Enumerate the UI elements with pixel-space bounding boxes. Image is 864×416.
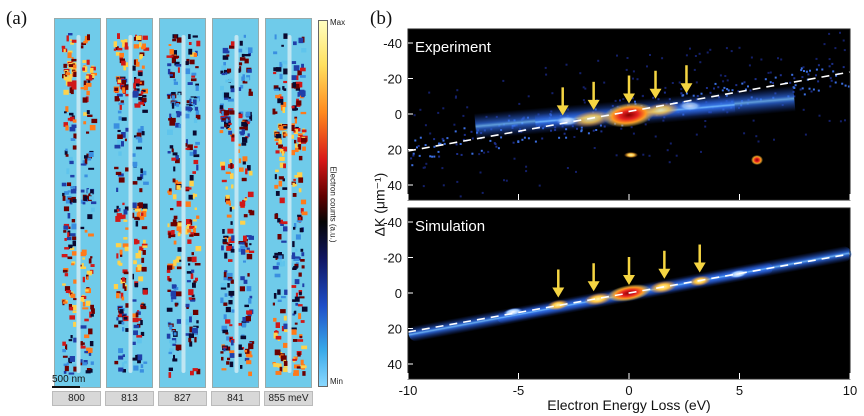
eels-map-3 [159, 18, 206, 388]
eels-map-5 [265, 18, 312, 388]
scale-bar-label: 500 nm [52, 374, 86, 385]
x-axis-label: Electron Energy Loss (eV) [547, 397, 711, 413]
colorbar [318, 20, 328, 387]
y-tick-label: 40 [388, 178, 402, 193]
x-tick-label: -10 [399, 383, 418, 398]
x-ticks: -10 -5 0 5 10 [399, 194, 857, 398]
energy-label-841: 841 [211, 391, 260, 406]
experiment-title: Experiment [415, 39, 492, 56]
energy-label-813: 813 [105, 391, 154, 406]
y-tick-label: 0 [395, 286, 402, 301]
experiment-arrow-4 [649, 70, 662, 99]
y-tick-label: -20 [383, 72, 402, 87]
colorbar-max: Max [330, 18, 346, 27]
eels-map-1 [54, 18, 101, 388]
simulation-y-ticks: -40 -20 0 20 40 [383, 215, 413, 372]
x-tick-label: 0 [625, 383, 632, 398]
eels-map-2 [106, 18, 153, 388]
x-tick-label: 5 [736, 383, 743, 398]
energy-label-855: 855 meV [264, 391, 313, 406]
simulation-arrow-3 [623, 257, 635, 285]
panel-a-label: (a) [6, 8, 28, 29]
x-tick-label: -5 [513, 383, 525, 398]
scale-bar [52, 386, 80, 388]
experiment-panel: Experiment [407, 29, 851, 200]
y-tick-label: -40 [383, 215, 402, 230]
experiment-arrow-3 [623, 75, 635, 104]
simulation-arrow-2 [587, 263, 600, 292]
colorbar-min: Min [330, 377, 343, 386]
panel-b-label: (b) [370, 8, 393, 29]
experiment-arrow-2 [587, 81, 600, 110]
colorbar-title: Electron counts (a.u.) [328, 166, 338, 243]
simulation-panel: Simulation [407, 208, 852, 379]
y-tick-label: -20 [383, 251, 402, 266]
y-tick-label: 0 [395, 107, 402, 122]
y-tick-label: 20 [388, 143, 402, 158]
y-axis-label: ΔK (μm⁻¹) [371, 172, 388, 237]
experiment-arrow-1 [556, 87, 569, 116]
y-tick-label: 20 [388, 322, 402, 337]
energy-label-800: 800 [52, 391, 101, 406]
simulation-arrow-4 [658, 250, 671, 279]
simulation-dispersion-line [407, 253, 851, 333]
experiment-y-ticks: -40 -20 0 20 40 [383, 36, 413, 193]
simulation-arrow-1 [552, 269, 565, 298]
energy-label-827: 827 [158, 391, 207, 406]
panel-b-plot: Experiment Simulation -40 -20 0 20 40 -40 -20… [383, 28, 857, 398]
experiment-arrow-5 [680, 65, 693, 94]
eels-map-4 [212, 18, 259, 388]
x-tick-label: 10 [843, 383, 857, 398]
y-tick-label: 40 [388, 357, 402, 372]
experiment-dispersion-line [407, 71, 851, 152]
simulation-title: Simulation [415, 218, 485, 235]
y-tick-label: -40 [383, 36, 402, 51]
simulation-arrow-5 [693, 244, 706, 273]
